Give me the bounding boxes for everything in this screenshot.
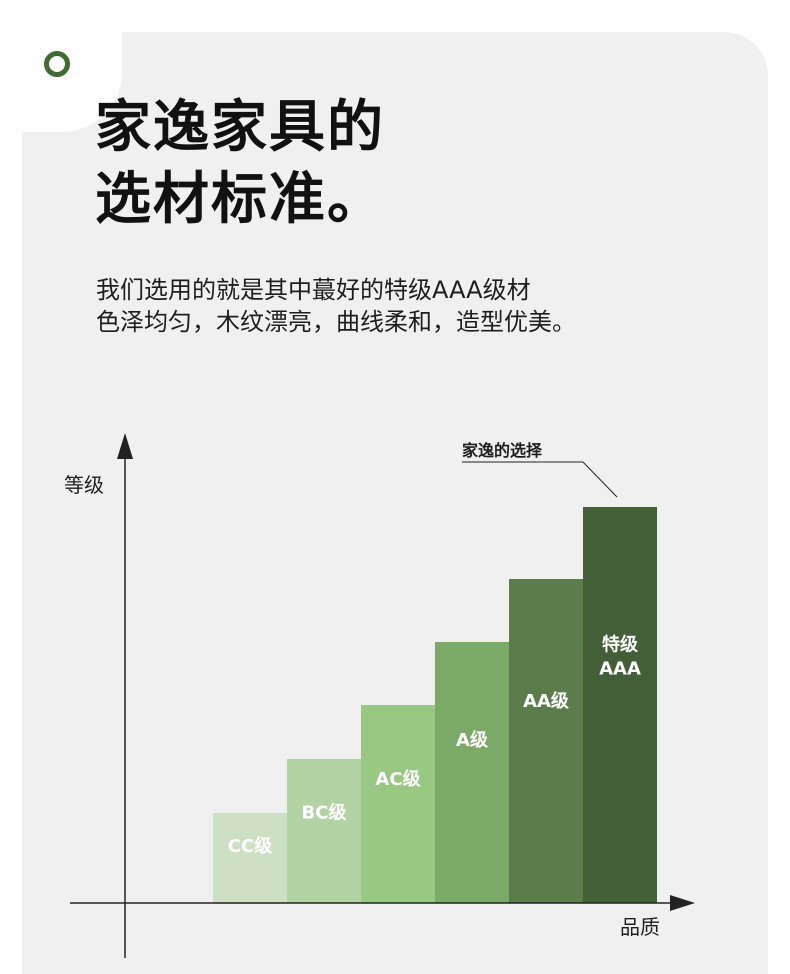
bar-1 xyxy=(287,759,361,903)
y-axis-arrow-icon xyxy=(117,433,133,459)
bar-label-2: AC级 xyxy=(375,768,421,790)
ring-icon xyxy=(44,51,70,77)
x-axis-arrow-icon xyxy=(670,895,695,911)
callout-pointer xyxy=(582,461,618,498)
x-axis-label: 品质 xyxy=(620,915,660,939)
bar-label-5-1: AAA xyxy=(599,658,641,679)
bar-4 xyxy=(509,579,583,903)
axes-group: 等级 品质 xyxy=(64,433,695,958)
subtitle-line-2: 色泽均匀，木纹漂亮，曲线柔和，造型优美。 xyxy=(96,308,576,336)
bar-5 xyxy=(583,507,657,903)
page-subtitle: 我们选用的就是其中蕞好的特级AAA级材 色泽均匀，木纹漂亮，曲线柔和，造型优美。 xyxy=(96,274,576,338)
bar-label-3: A级 xyxy=(456,729,489,751)
bar-label-1: BC级 xyxy=(302,802,348,824)
title-line-2: 选材标准。 xyxy=(95,167,385,232)
title-line-1: 家逸家具的 xyxy=(95,95,385,160)
page-title: 家逸家具的 选材标准。 xyxy=(95,92,385,236)
subtitle-line-1: 我们选用的就是其中蕞好的特级AAA级材 xyxy=(96,276,531,304)
bar-3 xyxy=(435,642,509,903)
bar-label-4: AA级 xyxy=(523,690,570,712)
bar-0 xyxy=(213,813,287,903)
y-axis-label: 等级 xyxy=(64,473,104,497)
bar-2 xyxy=(361,705,435,903)
bars-group: CC级 BC级 AC级 A级 AA级 特级 AAA xyxy=(213,507,657,903)
bar-label-5-0: 特级 xyxy=(602,633,639,655)
bar-label-0: CC级 xyxy=(228,835,273,857)
callout-group: 家逸的选择 xyxy=(462,441,618,498)
callout-label: 家逸的选择 xyxy=(462,441,543,460)
